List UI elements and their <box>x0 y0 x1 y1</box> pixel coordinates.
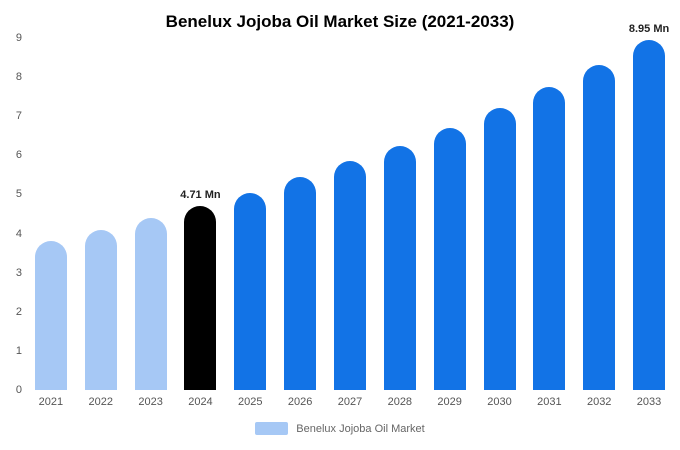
bar-2027 <box>333 161 366 390</box>
x-tick-2026: 2026 <box>287 396 313 408</box>
bar-2021 <box>34 241 67 390</box>
legend-swatch <box>255 422 289 435</box>
bar-value-label-2024: 4.71 Mn <box>180 188 221 201</box>
bar-2026 <box>284 176 317 390</box>
bar-cell-2023 <box>126 38 176 390</box>
chart-title: Benelux Jojoba Oil Market Size (2021-203… <box>165 12 515 31</box>
bar-cell-2025 <box>225 38 275 390</box>
x-tick-2033: 2033 <box>636 396 662 408</box>
bar-2023 <box>134 217 167 390</box>
bar-cell-2032 <box>574 38 624 390</box>
legend-label: Benelux Jojoba Oil Market <box>296 422 425 435</box>
bar-2028 <box>383 145 416 390</box>
x-tick-2023: 2023 <box>138 396 163 408</box>
bar-cell-2027 <box>325 38 375 390</box>
x-axis: 2021 2022 2023 2024 2025 2026 2027 2028 2029 2030… <box>26 390 674 408</box>
bar-cell-2024: 4.71 Mn <box>176 38 226 390</box>
y-tick-1: 1 <box>15 344 22 357</box>
bar-2029 <box>433 127 466 390</box>
x-tick-2027: 2027 <box>337 396 363 408</box>
x-tick-2032: 2032 <box>586 396 612 408</box>
bar-2031 <box>533 86 566 390</box>
chart-body: 0 1 2 3 4 5 6 7 8 9 4.71 Mn 8.95 Mn <box>0 23 680 396</box>
y-tick-9: 9 <box>15 32 22 44</box>
y-tick-2: 2 <box>15 305 22 318</box>
y-tick-0: 0 <box>15 384 22 396</box>
bar-cell-2029 <box>425 38 475 390</box>
y-tick-7: 7 <box>15 110 22 123</box>
bar-2025 <box>234 192 267 390</box>
bar-2033 <box>633 39 666 390</box>
legend: Benelux Jojoba Oil Market <box>0 422 680 435</box>
bar-2022 <box>84 229 117 390</box>
bar-cell-2031 <box>524 38 574 390</box>
plot-area: 4.71 Mn 8.95 Mn <box>26 23 674 390</box>
x-tick-2028: 2028 <box>387 396 413 408</box>
bar-value-label-2033: 8.95 Mn <box>628 22 670 35</box>
x-tick-2031: 2031 <box>537 396 562 408</box>
x-tick-2025: 2025 <box>238 396 263 408</box>
bar-cell-2028 <box>375 38 425 390</box>
y-tick-5: 5 <box>15 188 22 201</box>
y-tick-8: 8 <box>15 71 22 84</box>
y-axis: 0 1 2 3 4 5 6 7 8 9 <box>4 32 26 396</box>
y-tick-6: 6 <box>15 149 22 162</box>
y-tick-3: 3 <box>15 266 22 279</box>
y-tick-4: 4 <box>15 227 22 240</box>
bar-2024 <box>184 205 217 390</box>
bar-cell-2022 <box>76 38 126 390</box>
bar-cell-2030 <box>475 38 525 390</box>
bar-2030 <box>483 108 516 390</box>
bar-cell-2021 <box>26 38 76 390</box>
x-tick-2029: 2029 <box>437 396 462 408</box>
bar-cell-2033: 8.95 Mn <box>624 23 674 390</box>
x-tick-2024: 2024 <box>188 396 213 408</box>
bar-cell-2026 <box>275 38 325 390</box>
bar-2032 <box>583 65 616 390</box>
x-tick-2021: 2021 <box>38 396 64 408</box>
x-tick-2022: 2022 <box>88 396 113 408</box>
x-tick-2030: 2030 <box>487 396 512 408</box>
